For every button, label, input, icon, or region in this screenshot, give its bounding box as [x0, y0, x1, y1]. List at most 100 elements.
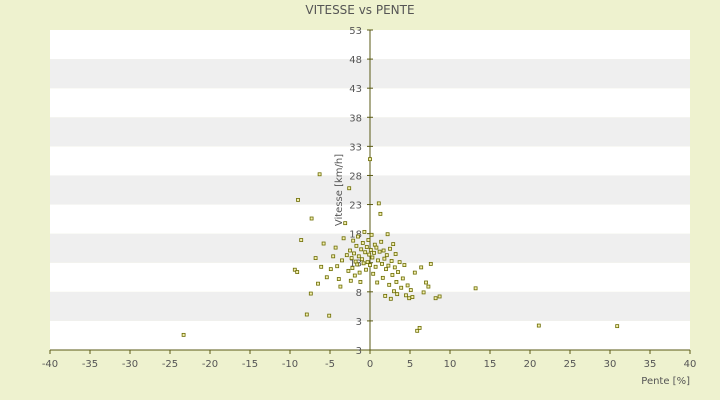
- y-tick-label: 38: [349, 113, 362, 124]
- data-point: [308, 291, 313, 296]
- data-point: [407, 296, 412, 301]
- data-point: [295, 270, 300, 274]
- data-point: [309, 216, 314, 221]
- data-point: [376, 201, 381, 206]
- y-axis-label: Vitesse [km/h]: [334, 154, 345, 226]
- data-point: [304, 312, 309, 317]
- data-point: [421, 290, 426, 295]
- data-point: [388, 296, 393, 301]
- data-point: [317, 172, 322, 177]
- y-tick-label: 43: [349, 84, 362, 95]
- data-point: [410, 295, 415, 299]
- chart-title: VITESSE vs PENTE: [305, 3, 414, 17]
- data-point: [328, 267, 333, 272]
- data-point: [397, 260, 402, 265]
- data-point: [404, 293, 408, 298]
- data-point: [390, 273, 395, 277]
- axes: -40 -35 -30 -25 -20 -15 -10 -5 0 5 10 15 20 25 30 35 40 3…: [42, 26, 697, 370]
- data-point: [181, 332, 186, 337]
- data-point: [327, 313, 332, 318]
- data-point: [367, 252, 372, 257]
- data-point: [368, 157, 372, 162]
- data-point: [412, 270, 417, 275]
- data-point: [358, 280, 363, 284]
- data-point: [389, 259, 394, 263]
- data-point: [387, 282, 392, 287]
- data-point: [417, 325, 422, 330]
- data-point: [402, 263, 407, 267]
- x-tick-label: 40: [684, 359, 697, 370]
- data-point: [352, 273, 357, 278]
- data-point: [368, 248, 373, 252]
- y-tick-label: 53: [349, 26, 362, 37]
- data-point: [343, 221, 348, 226]
- data-point: [340, 258, 344, 263]
- data-point: [384, 253, 389, 258]
- data-point: [359, 247, 364, 252]
- data-point: [347, 186, 352, 191]
- x-tick-label: -20: [202, 359, 218, 370]
- x-tick-label: -15: [242, 359, 258, 370]
- x-tick-label: -35: [82, 359, 98, 370]
- x-tick-label: -10: [282, 359, 298, 370]
- y-tick-label: 48: [349, 55, 362, 66]
- data-point: [338, 284, 343, 289]
- data-point: [321, 241, 326, 246]
- data-point: [377, 249, 382, 254]
- data-point: [437, 294, 442, 299]
- data-point: [419, 265, 424, 270]
- y-tick-label: 28: [349, 171, 362, 182]
- data-point: [399, 285, 404, 290]
- data-point: [395, 292, 400, 297]
- data-point: [360, 241, 365, 245]
- data-point: [379, 239, 384, 244]
- data-point: [426, 284, 431, 289]
- data-point: [362, 229, 367, 234]
- data-point: [615, 324, 620, 329]
- data-point: [381, 248, 386, 253]
- data-point: [473, 286, 478, 291]
- data-point: [346, 268, 351, 273]
- data-point: [361, 261, 366, 266]
- data-point: [331, 254, 336, 259]
- data-point: [400, 276, 405, 281]
- data-point: [365, 260, 370, 265]
- data-point: [369, 232, 374, 237]
- data-point: [408, 288, 413, 292]
- x-tick-label: 30: [604, 359, 617, 370]
- data-point: [336, 277, 341, 281]
- data-point: [375, 280, 380, 285]
- data-point: [391, 242, 396, 247]
- x-tick-label: 15: [484, 359, 497, 370]
- data-point: [393, 252, 398, 256]
- data-point: [385, 232, 390, 237]
- data-point: [376, 258, 380, 263]
- data-point: [341, 236, 346, 241]
- data-point: [388, 246, 392, 251]
- data-point: [313, 256, 318, 260]
- data-point: [316, 281, 320, 286]
- y-tick-label: 33: [349, 142, 362, 153]
- y-tick-label: 8: [356, 288, 362, 299]
- data-point: [348, 248, 352, 253]
- data-point: [363, 250, 368, 255]
- data-point: [371, 271, 376, 276]
- data-point: [344, 253, 349, 258]
- data-point: [324, 275, 329, 280]
- data-point: [370, 255, 375, 260]
- data-point: [433, 296, 438, 301]
- x-tick-label: -30: [122, 359, 138, 370]
- data-point: [360, 257, 364, 262]
- data-point: [415, 328, 420, 333]
- data-point: [380, 275, 385, 280]
- data-point: [299, 238, 304, 242]
- x-tick-label: 10: [444, 359, 457, 370]
- data-point: [382, 256, 387, 261]
- y-tick-label: 23: [349, 201, 362, 212]
- data-point: [348, 278, 353, 283]
- data-point: [364, 245, 369, 249]
- data-point: [319, 264, 324, 269]
- data-point: [333, 245, 338, 250]
